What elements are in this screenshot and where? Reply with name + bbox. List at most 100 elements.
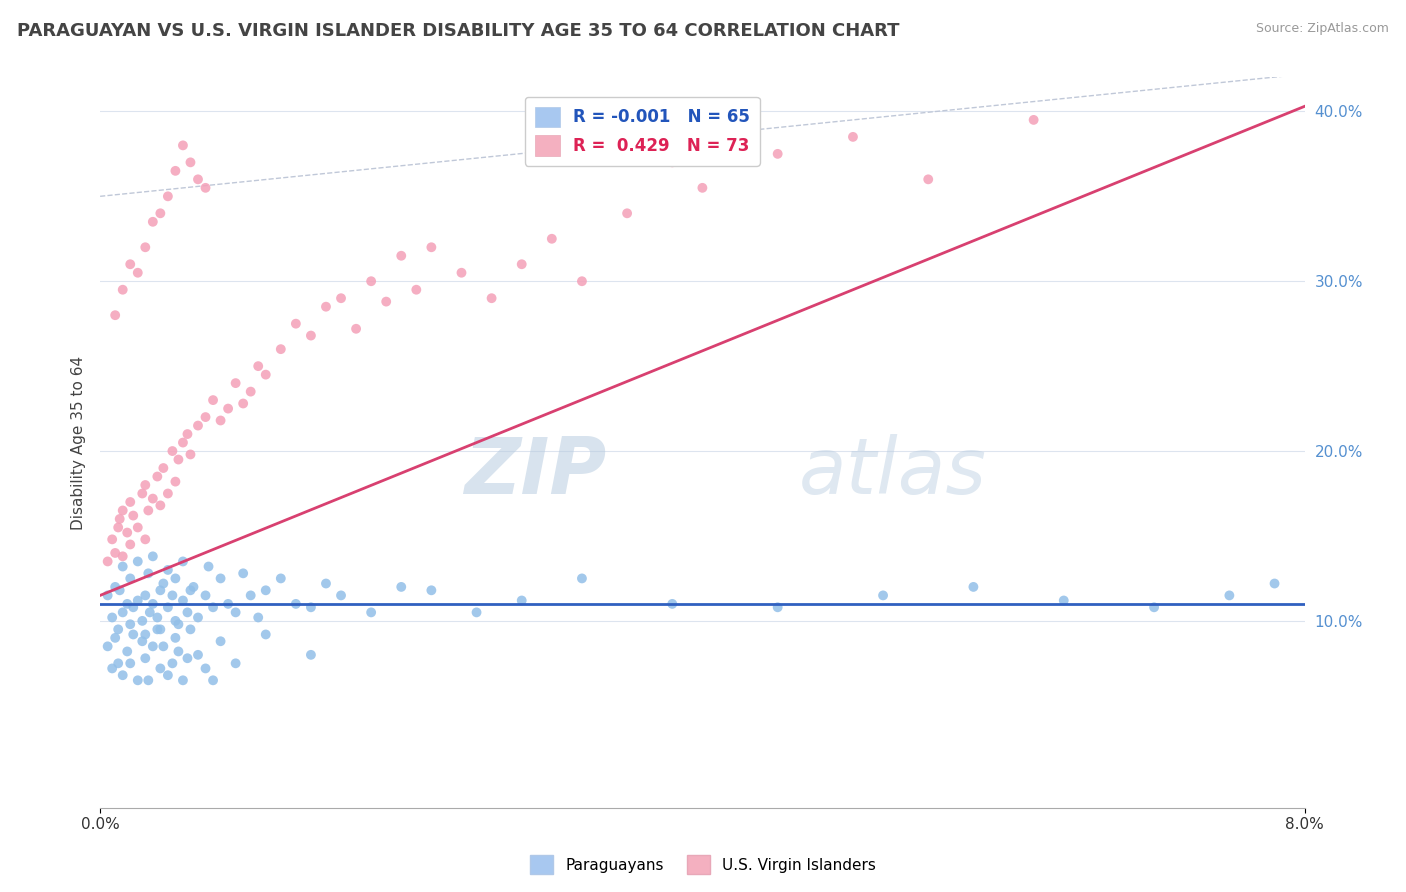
Point xyxy=(315,300,337,314)
Point xyxy=(122,627,145,641)
Point xyxy=(172,435,194,450)
Point xyxy=(481,291,503,305)
Point xyxy=(152,576,174,591)
Point xyxy=(122,600,145,615)
Point xyxy=(111,559,134,574)
Point xyxy=(217,401,239,416)
Point xyxy=(172,554,194,568)
Point xyxy=(156,563,179,577)
Point xyxy=(330,588,353,602)
Point xyxy=(389,249,412,263)
Point xyxy=(172,593,194,607)
Point xyxy=(962,580,984,594)
Point xyxy=(284,317,307,331)
Point xyxy=(104,631,127,645)
Point xyxy=(149,623,172,637)
Point xyxy=(616,206,638,220)
Point xyxy=(107,623,129,637)
Point xyxy=(136,673,159,688)
Point xyxy=(136,566,159,581)
Point xyxy=(571,274,593,288)
Point xyxy=(120,571,142,585)
Point xyxy=(111,606,134,620)
Point xyxy=(299,648,322,662)
Point xyxy=(330,291,353,305)
Point xyxy=(165,631,187,645)
Point xyxy=(510,593,533,607)
Point xyxy=(97,588,120,602)
Point xyxy=(156,486,179,500)
Point xyxy=(254,627,277,641)
Point xyxy=(146,610,169,624)
Point xyxy=(766,600,789,615)
Point xyxy=(176,427,198,442)
Point xyxy=(120,495,142,509)
Point xyxy=(270,342,292,356)
Legend: Paraguayans, U.S. Virgin Islanders: Paraguayans, U.S. Virgin Islanders xyxy=(524,849,882,880)
Point xyxy=(104,546,127,560)
Point xyxy=(142,491,165,506)
Point xyxy=(107,520,129,534)
Point xyxy=(202,600,225,615)
Point xyxy=(239,588,262,602)
Point xyxy=(176,606,198,620)
Point xyxy=(162,657,184,671)
Point xyxy=(540,232,562,246)
Point xyxy=(136,503,159,517)
Point xyxy=(1218,588,1240,602)
Point xyxy=(162,444,184,458)
Point xyxy=(254,583,277,598)
Point xyxy=(179,583,201,598)
Point xyxy=(142,215,165,229)
Point xyxy=(149,499,172,513)
Point xyxy=(375,294,398,309)
Point xyxy=(111,549,134,564)
Point xyxy=(152,461,174,475)
Point xyxy=(156,600,179,615)
Point xyxy=(270,571,292,585)
Point xyxy=(165,614,187,628)
Point xyxy=(299,600,322,615)
Point xyxy=(917,172,939,186)
Point xyxy=(165,164,187,178)
Point xyxy=(101,533,124,547)
Point xyxy=(872,588,894,602)
Text: PARAGUAYAN VS U.S. VIRGIN ISLANDER DISABILITY AGE 35 TO 64 CORRELATION CHART: PARAGUAYAN VS U.S. VIRGIN ISLANDER DISAB… xyxy=(17,22,900,40)
Point xyxy=(111,503,134,517)
Point xyxy=(108,583,131,598)
Point xyxy=(120,257,142,271)
Point xyxy=(149,661,172,675)
Point xyxy=(661,155,683,169)
Y-axis label: Disability Age 35 to 64: Disability Age 35 to 64 xyxy=(72,356,86,530)
Point xyxy=(360,274,382,288)
Point xyxy=(134,627,156,641)
Point xyxy=(97,554,120,568)
Point xyxy=(179,155,201,169)
Point xyxy=(127,593,149,607)
Point xyxy=(187,610,209,624)
Point xyxy=(120,657,142,671)
Point xyxy=(284,597,307,611)
Point xyxy=(225,376,247,391)
Point xyxy=(389,580,412,594)
Point xyxy=(101,610,124,624)
Point xyxy=(187,648,209,662)
Point xyxy=(172,673,194,688)
Point xyxy=(176,651,198,665)
Point xyxy=(167,644,190,658)
Point xyxy=(127,520,149,534)
Point xyxy=(146,469,169,483)
Point xyxy=(187,172,209,186)
Point xyxy=(420,240,443,254)
Point xyxy=(209,571,232,585)
Point xyxy=(194,588,217,602)
Point xyxy=(247,610,270,624)
Point xyxy=(146,623,169,637)
Point xyxy=(202,673,225,688)
Point xyxy=(247,359,270,373)
Point xyxy=(187,418,209,433)
Point xyxy=(127,554,149,568)
Point xyxy=(194,181,217,195)
Point xyxy=(239,384,262,399)
Point xyxy=(139,606,162,620)
